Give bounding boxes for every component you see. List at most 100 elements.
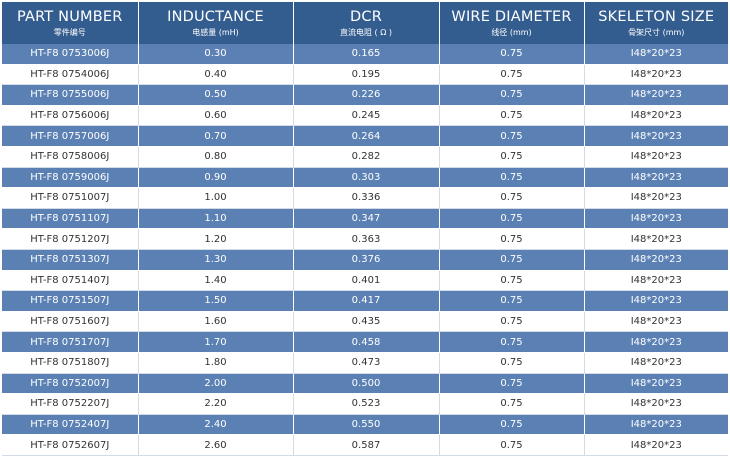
dcr-cell: 0.458 — [293, 331, 440, 353]
dcr-cell: 0.303 — [293, 167, 440, 189]
inductance-cell: 0.50 — [138, 84, 294, 106]
wire-diameter-cell: 0.75 — [439, 352, 585, 374]
wire-diameter-cell: 0.75 — [439, 373, 585, 395]
wire-diameter-cell: 0.75 — [439, 84, 585, 106]
wire-diameter-cell: 0.75 — [439, 249, 585, 271]
skeleton-size-cell: I48*20*23 — [584, 249, 728, 271]
dcr-cell: 0.401 — [293, 270, 440, 292]
dcr-cell: 0.226 — [293, 84, 440, 106]
skeleton-size-cell: I48*20*23 — [584, 393, 728, 415]
wire-diameter-cell: 0.75 — [439, 167, 585, 189]
header-part-number: PART NUMBER 零件编号 — [2, 2, 139, 44]
inductor-spec-table: PART NUMBER 零件编号 INDUCTANCE 电感量 (mH) DCR… — [2, 2, 728, 456]
inductance-cell: 1.00 — [138, 187, 294, 209]
wire-diameter-cell: 0.75 — [439, 64, 585, 86]
table-row: HT-F8 0752207J 2.20 0.523 0.75 I48*20*23 — [2, 393, 728, 415]
skeleton-size-cell: I48*20*23 — [584, 331, 728, 353]
header-skeleton-size-cn: 骨架尺寸 (mm) — [628, 27, 685, 37]
dcr-cell: 0.587 — [293, 434, 440, 456]
inductance-cell: 0.40 — [138, 64, 294, 86]
inductance-cell: 1.30 — [138, 249, 294, 271]
inductance-cell: 0.70 — [138, 125, 294, 147]
table-row: HT-F8 0751007J 1.00 0.336 0.75 I48*20*23 — [2, 187, 728, 209]
skeleton-size-cell: I48*20*23 — [584, 167, 728, 189]
skeleton-size-cell: I48*20*23 — [584, 373, 728, 395]
skeleton-size-cell: I48*20*23 — [584, 146, 728, 168]
part-number-cell: HT-F8 0757006J — [2, 125, 139, 147]
dcr-cell: 0.165 — [293, 44, 440, 65]
part-number-cell: HT-F8 0754006J — [2, 64, 139, 86]
part-number-cell: HT-F8 0751007J — [2, 187, 139, 209]
inductance-cell: 2.60 — [138, 434, 294, 456]
skeleton-size-cell: I48*20*23 — [584, 414, 728, 436]
wire-diameter-cell: 0.75 — [439, 125, 585, 147]
dcr-cell: 0.500 — [293, 373, 440, 395]
table-row: HT-F8 0751507J 1.50 0.417 0.75 I48*20*23 — [2, 290, 728, 312]
header-dcr-cn: 直流电阻 ( Ω ) — [340, 27, 392, 37]
table-row: HT-F8 0755006J 0.50 0.226 0.75 I48*20*23 — [2, 84, 728, 106]
inductance-cell: 1.70 — [138, 331, 294, 353]
table-row: HT-F8 0752007J 2.00 0.500 0.75 I48*20*23 — [2, 373, 728, 395]
header-wire-diameter-cn: 线径 (mm) — [491, 27, 532, 37]
spec-table-container: PART NUMBER 零件编号 INDUCTANCE 电感量 (mH) DCR… — [2, 2, 728, 456]
dcr-cell: 0.363 — [293, 228, 440, 250]
inductance-cell: 2.00 — [138, 373, 294, 395]
wire-diameter-cell: 0.75 — [439, 414, 585, 436]
inductance-cell: 1.40 — [138, 270, 294, 292]
table-row: HT-F8 0758006J 0.80 0.282 0.75 I48*20*23 — [2, 146, 728, 168]
part-number-cell: HT-F8 0751107J — [2, 208, 139, 230]
part-number-cell: HT-F8 0755006J — [2, 84, 139, 106]
table-row: HT-F8 0751707J 1.70 0.458 0.75 I48*20*23 — [2, 331, 728, 353]
part-number-cell: HT-F8 0751407J — [2, 270, 139, 292]
skeleton-size-cell: I48*20*23 — [584, 228, 728, 250]
skeleton-size-cell: I48*20*23 — [584, 125, 728, 147]
wire-diameter-cell: 0.75 — [439, 146, 585, 168]
part-number-cell: HT-F8 0751207J — [2, 228, 139, 250]
inductance-cell: 0.60 — [138, 105, 294, 127]
skeleton-size-cell: I48*20*23 — [584, 290, 728, 312]
part-number-cell: HT-F8 0753006J — [2, 44, 139, 65]
inductance-cell: 1.20 — [138, 228, 294, 250]
table-row: HT-F8 0753006J 0.30 0.165 0.75 I48*20*23 — [2, 44, 728, 65]
header-wire-diameter-en: WIRE DIAMETER — [451, 8, 572, 25]
wire-diameter-cell: 0.75 — [439, 331, 585, 353]
part-number-cell: HT-F8 0752207J — [2, 393, 139, 415]
dcr-cell: 0.195 — [293, 64, 440, 86]
table-row: HT-F8 0759006J 0.90 0.303 0.75 I48*20*23 — [2, 167, 728, 189]
skeleton-size-cell: I48*20*23 — [584, 84, 728, 106]
inductance-cell: 1.80 — [138, 352, 294, 374]
wire-diameter-cell: 0.75 — [439, 187, 585, 209]
part-number-cell: HT-F8 0759006J — [2, 167, 139, 189]
inductance-cell: 2.40 — [138, 414, 294, 436]
wire-diameter-cell: 0.75 — [439, 44, 585, 65]
skeleton-size-cell: I48*20*23 — [584, 105, 728, 127]
skeleton-size-cell: I48*20*23 — [584, 64, 728, 86]
table-row: HT-F8 0752407J 2.40 0.550 0.75 I48*20*23 — [2, 414, 728, 436]
part-number-cell: HT-F8 0751607J — [2, 311, 139, 333]
table-row: HT-F8 0754006J 0.40 0.195 0.75 I48*20*23 — [2, 64, 728, 86]
wire-diameter-cell: 0.75 — [439, 290, 585, 312]
header-skeleton-size-en: SKELETON SIZE — [598, 8, 715, 25]
part-number-cell: HT-F8 0756006J — [2, 105, 139, 127]
dcr-cell: 0.473 — [293, 352, 440, 374]
table-row: HT-F8 0751607J 1.60 0.435 0.75 I48*20*23 — [2, 311, 728, 333]
wire-diameter-cell: 0.75 — [439, 311, 585, 333]
skeleton-size-cell: I48*20*23 — [584, 352, 728, 374]
table-row: HT-F8 0751107J 1.10 0.347 0.75 I48*20*23 — [2, 208, 728, 230]
dcr-cell: 0.376 — [293, 249, 440, 271]
dcr-cell: 0.245 — [293, 105, 440, 127]
header-inductance-en: INDUCTANCE — [167, 8, 264, 25]
header-wire-diameter: WIRE DIAMETER 线径 (mm) — [439, 2, 585, 44]
header-row: PART NUMBER 零件编号 INDUCTANCE 电感量 (mH) DCR… — [2, 2, 728, 44]
header-inductance: INDUCTANCE 电感量 (mH) — [138, 2, 294, 44]
header-skeleton-size: SKELETON SIZE 骨架尺寸 (mm) — [584, 2, 728, 44]
inductance-cell: 0.80 — [138, 146, 294, 168]
header-inductance-cn: 电感量 (mH) — [192, 27, 239, 37]
table-row: HT-F8 0756006J 0.60 0.245 0.75 I48*20*23 — [2, 105, 728, 127]
inductance-cell: 1.10 — [138, 208, 294, 230]
table-row: HT-F8 0751307J 1.30 0.376 0.75 I48*20*23 — [2, 249, 728, 271]
header-part-number-cn: 零件编号 — [53, 27, 86, 37]
inductance-cell: 1.50 — [138, 290, 294, 312]
header-dcr-en: DCR — [350, 8, 382, 25]
inductance-cell: 0.90 — [138, 167, 294, 189]
